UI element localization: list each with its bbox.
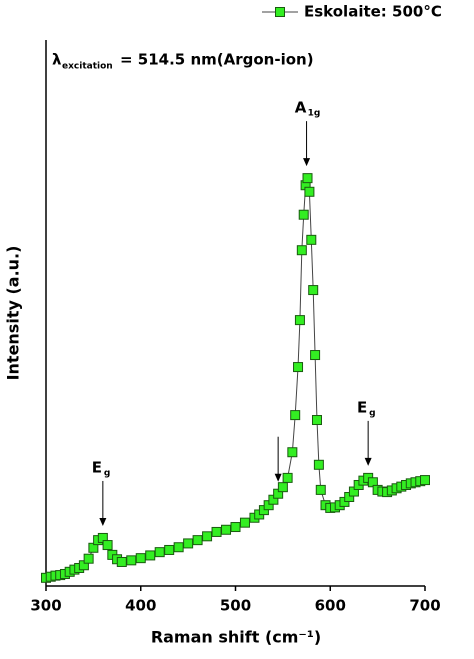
arrow-head — [303, 158, 311, 167]
data-point — [116, 556, 127, 567]
x-axis-label: Raman shift (cm⁻¹) — [151, 628, 321, 647]
x-tick-label: 500 — [220, 597, 251, 615]
note-text: = 514.5 nm(Argon-ion) — [120, 51, 314, 69]
x-tick-label: 600 — [315, 597, 346, 615]
data-point — [230, 522, 241, 533]
annotation-subscript: g — [369, 408, 375, 418]
note-subscript: excitation — [62, 62, 113, 72]
data-point — [287, 447, 298, 458]
annotation-text: E — [92, 458, 102, 476]
data-point — [183, 538, 194, 549]
y-axis-label: Intensity (a.u.) — [4, 246, 23, 381]
data-point — [221, 524, 232, 535]
legend-label: Eskolaite: 500°C — [304, 3, 442, 21]
data-point — [313, 459, 324, 470]
annotation-subscript: g — [104, 468, 110, 478]
note-symbol: λ — [52, 51, 62, 69]
data-point — [294, 315, 305, 326]
data-point — [310, 350, 321, 361]
data-point — [277, 482, 288, 493]
arrow-head — [364, 457, 372, 466]
arrow-head — [274, 473, 282, 482]
data-point — [302, 173, 313, 184]
data-point — [290, 410, 301, 421]
data-point — [135, 553, 146, 564]
data-point — [311, 415, 322, 426]
arrow-head — [99, 517, 107, 526]
data-point — [296, 245, 307, 256]
data-point — [211, 526, 222, 537]
data-point — [192, 535, 203, 546]
data-point — [306, 234, 317, 245]
data-point — [145, 550, 156, 561]
data-point — [239, 517, 250, 528]
data-point — [164, 544, 175, 555]
x-tick-label: 400 — [125, 597, 156, 615]
data-point — [282, 472, 293, 483]
data-point — [298, 209, 309, 220]
data-point — [315, 484, 326, 495]
data-point — [83, 553, 94, 564]
data-point — [173, 542, 184, 553]
data-point — [202, 531, 213, 542]
x-tick-label: 300 — [30, 597, 61, 615]
annotation-text: A — [295, 99, 307, 117]
data-point — [126, 555, 137, 566]
data-point — [154, 547, 165, 558]
x-tick-label: 700 — [409, 597, 440, 615]
annotation-text: E — [357, 398, 367, 416]
data-point — [420, 475, 430, 486]
data-point — [304, 186, 315, 197]
data-point — [308, 285, 319, 296]
legend-marker — [275, 7, 285, 17]
data-point — [102, 540, 113, 551]
annotation-subscript: 1g — [308, 109, 321, 119]
data-point — [293, 362, 304, 373]
